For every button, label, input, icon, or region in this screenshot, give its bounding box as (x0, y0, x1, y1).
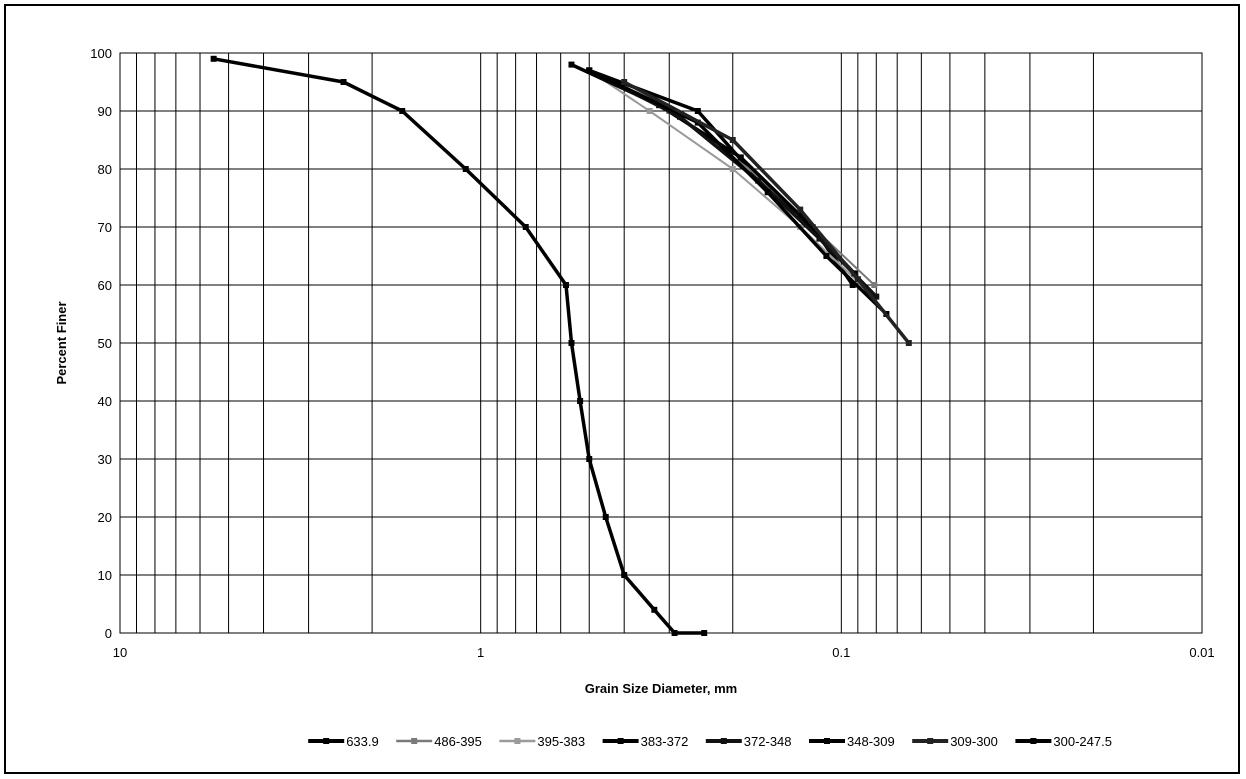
y-tick-label: 50 (98, 336, 112, 351)
legend-item: 395-383 (499, 734, 585, 749)
grid (119, 52, 1203, 634)
y-tick-label: 80 (98, 162, 112, 177)
legend-marker (411, 738, 418, 744)
x-axis-title: Grain Size Diameter, mm (585, 681, 737, 696)
y-tick-label: 90 (98, 104, 112, 119)
data-point (522, 224, 529, 230)
y-tick-label: 0 (105, 626, 112, 641)
data-point (586, 456, 593, 462)
y-tick-label: 20 (98, 510, 112, 525)
series-line (211, 57, 706, 635)
legend-label: 486-395 (434, 734, 482, 749)
series-300-247.5 (210, 55, 708, 636)
data-point (905, 340, 912, 346)
x-tick-label: 0.1 (832, 645, 850, 660)
data-point (694, 108, 701, 114)
legend-label: 372-348 (744, 734, 792, 749)
data-point (823, 253, 830, 259)
data-point (729, 166, 736, 172)
y-tick-label: 100 (90, 46, 112, 61)
legend-marker (617, 738, 624, 744)
legend-label: 300-247.5 (1053, 734, 1112, 749)
data-point (701, 630, 708, 636)
y-axis-title: Percent Finer (54, 301, 69, 384)
x-tick-label: 10 (113, 645, 127, 660)
data-point (562, 282, 569, 288)
y-tick-label: 30 (98, 452, 112, 467)
data-point (764, 189, 771, 196)
legend-label: 383-372 (641, 734, 689, 749)
chart-frame: 10 1 0.1 0.01 0 10 20 30 40 50 60 70 80 90 100 Grain … (4, 4, 1240, 774)
x-tick-label: 1 (477, 645, 484, 660)
data-point (816, 235, 823, 242)
legend-item: 348-309 (809, 734, 895, 749)
plot-area (119, 52, 1203, 634)
x-axis-ticks: 10 1 0.1 0.01 (113, 645, 1215, 660)
series-line (622, 80, 911, 345)
series-395-383 (586, 67, 865, 288)
legend: 633.9 486-395 395-383 383-372 372-348 348-309… (308, 734, 1112, 749)
y-tick-label: 10 (98, 568, 112, 583)
legend-item: 633.9 (308, 734, 379, 749)
data-point (602, 514, 609, 520)
legend-label: 633.9 (346, 734, 379, 749)
data-point (399, 108, 406, 114)
data-point (210, 55, 217, 62)
legend-marker (514, 738, 521, 744)
data-point (568, 340, 575, 346)
legend-item: 309-300 (912, 734, 998, 749)
y-tick-label: 40 (98, 394, 112, 409)
series-633.9 (586, 67, 856, 288)
legend-marker (323, 738, 330, 744)
series-line (588, 69, 863, 286)
data-point (577, 398, 584, 404)
legend-label: 309-300 (950, 734, 998, 749)
data-point (737, 154, 744, 161)
data-point (462, 166, 469, 172)
legend-item: 486-395 (396, 734, 482, 749)
data-point (646, 108, 653, 114)
data-point (340, 79, 347, 85)
data-point (797, 206, 804, 213)
legend-label: 348-309 (847, 734, 895, 749)
data-point (671, 630, 678, 636)
data-point (651, 606, 658, 613)
series-309-300 (621, 79, 912, 346)
legend-item: 300-247.5 (1015, 734, 1112, 749)
data-point (854, 276, 861, 283)
legend-marker (1030, 738, 1037, 744)
series-348-309 (586, 67, 890, 317)
data-point (729, 137, 736, 143)
data-point (797, 212, 804, 219)
data-point (849, 282, 856, 288)
y-tick-label: 70 (98, 220, 112, 235)
series-line (587, 68, 855, 287)
data-point (873, 293, 880, 300)
data-point (621, 79, 628, 85)
y-axis-ticks: 0 10 20 30 40 50 60 70 80 90 100 (90, 46, 112, 641)
series-layer (210, 55, 912, 636)
legend-marker (927, 738, 934, 744)
x-tick-label: 0.01 (1189, 645, 1214, 660)
data-point (586, 67, 593, 74)
data-point (621, 572, 628, 578)
data-point (746, 166, 753, 172)
legend-marker (824, 738, 830, 744)
data-point (677, 113, 684, 120)
legend-label: 395-383 (537, 734, 585, 749)
legend-marker (720, 738, 727, 744)
legend-item: 383-372 (602, 734, 689, 749)
y-tick-label: 60 (98, 278, 112, 293)
legend-item: 372-348 (705, 734, 792, 749)
data-point (568, 61, 575, 68)
data-point (871, 282, 878, 288)
